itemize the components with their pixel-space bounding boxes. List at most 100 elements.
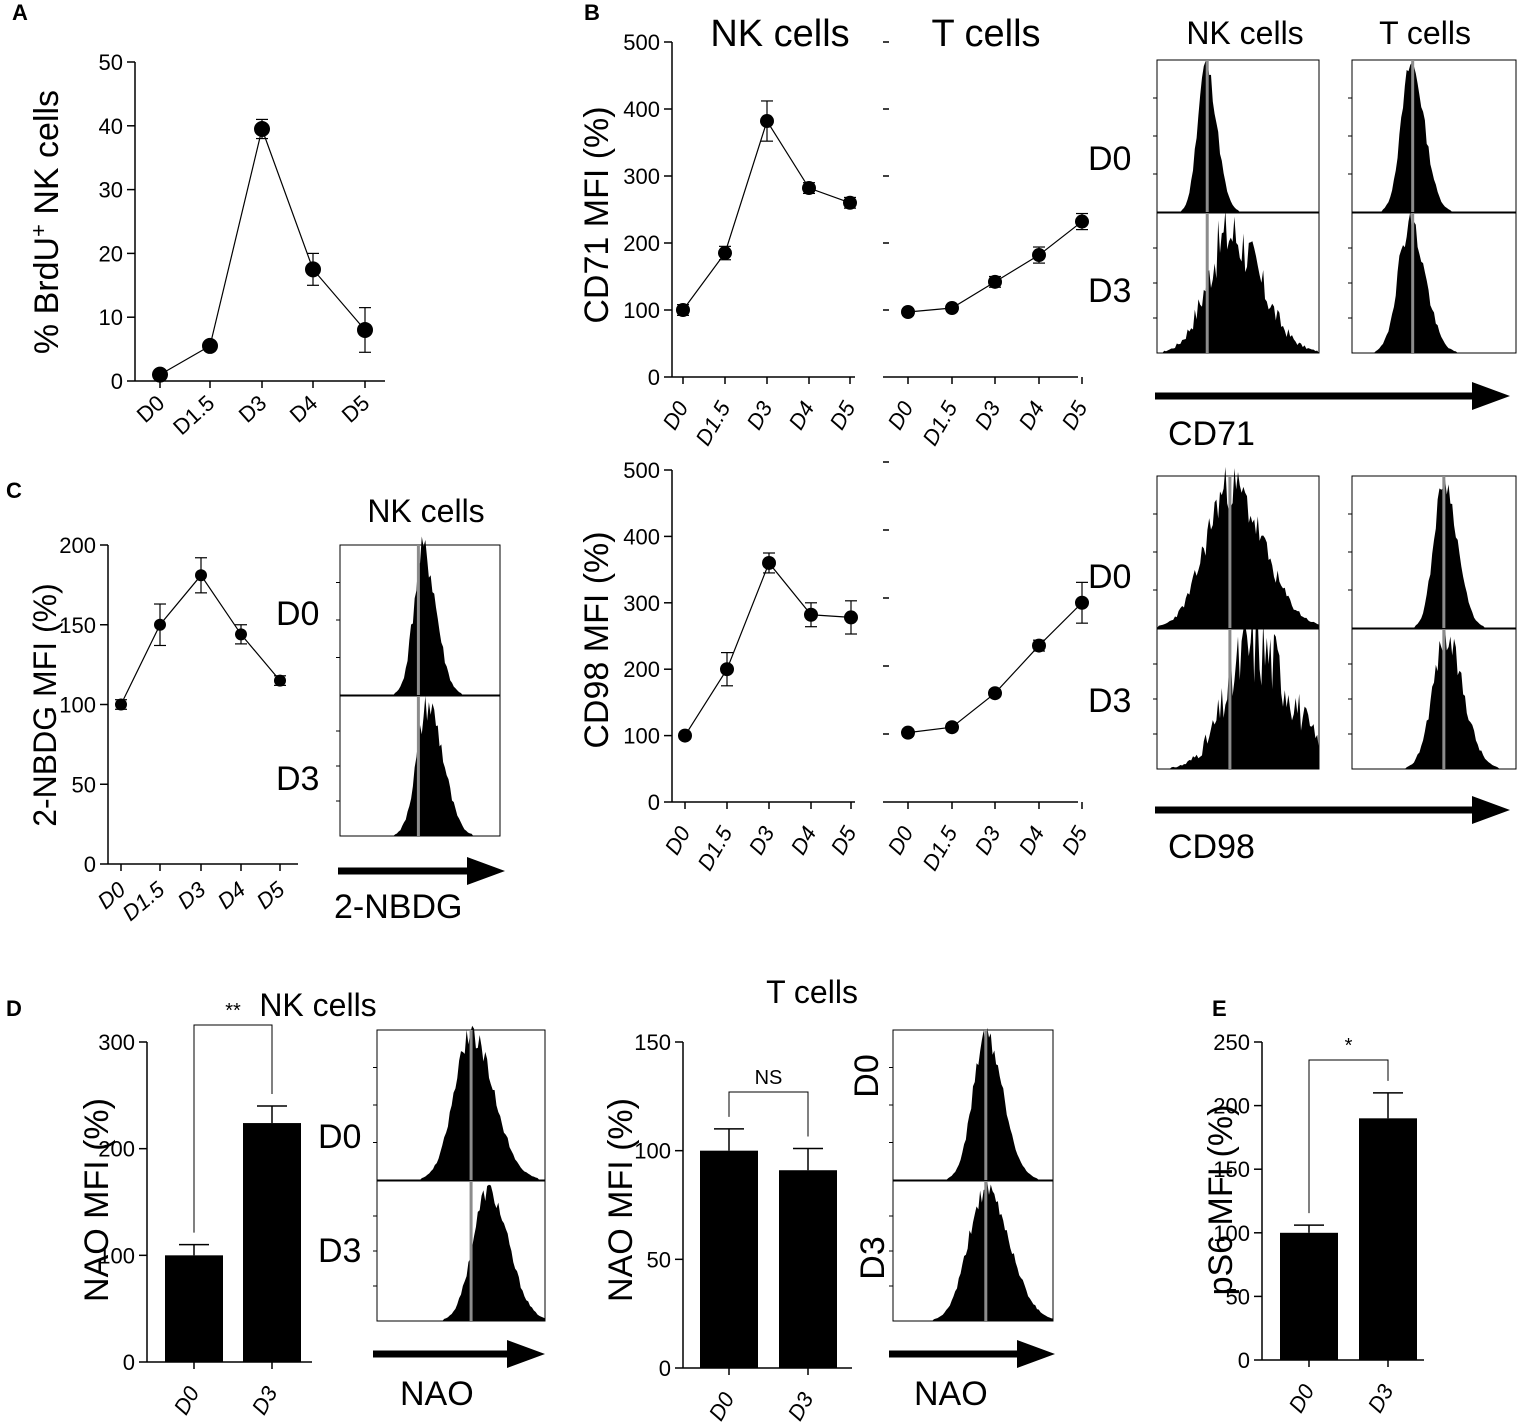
significance-bracket [193, 1024, 273, 1233]
nbdg-day-d0: D0 [276, 595, 319, 633]
hist-cd71-nk-d0 [1153, 59, 1320, 213]
nao-t-day-d0: D0 [848, 1054, 886, 1097]
data-point [235, 628, 247, 641]
data-point [804, 607, 818, 622]
data-point [152, 366, 168, 383]
y-tick-label: 100 [623, 298, 660, 323]
b-hist-header-nk: NK cells [1186, 15, 1303, 51]
d-t-title: T cells [766, 974, 858, 1010]
y-tick-label: 400 [623, 524, 660, 549]
axis-arrow-head [1472, 796, 1510, 824]
y-tick-label: 500 [623, 30, 660, 55]
bar [243, 1123, 301, 1362]
nao-t-marker-label: NAO [914, 1375, 988, 1413]
hist-cd98-t-d0 [1348, 475, 1517, 629]
panel-letter: E [1212, 996, 1227, 1021]
panel-letter: D [6, 996, 22, 1021]
cd98-day-d0: D0 [1088, 558, 1131, 596]
histogram-fill [1352, 62, 1516, 213]
axis-arrow-head [467, 857, 505, 885]
y-axis-label: % BrdU+ NK cells [26, 90, 67, 354]
hist-cd98-nk-d0 [1153, 466, 1320, 629]
c-hist-header: NK cells [367, 493, 484, 529]
y-tick-label: 100 [623, 724, 660, 749]
y-tick-label: 0 [123, 1350, 135, 1375]
significance-label: * [1345, 1035, 1353, 1057]
b-nk-title: NK cells [710, 13, 849, 55]
data-point [988, 274, 1002, 289]
histogram-fill [1157, 210, 1319, 353]
histogram-fill [1157, 61, 1319, 213]
cd71-day-d0: D0 [1088, 140, 1131, 178]
y-tick-label: 50 [99, 50, 123, 75]
nao-nk-day-d3: D3 [318, 1232, 361, 1270]
bar [700, 1150, 758, 1368]
y-tick-label: 30 [99, 178, 123, 203]
hist-cd71-nk-d3 [1153, 210, 1320, 354]
y-tick-label: 40 [99, 114, 123, 139]
y-tick-label: 200 [1213, 1094, 1250, 1119]
cd98-marker-label: CD98 [1168, 828, 1255, 866]
data-point [1032, 638, 1046, 653]
histogram-fill [1352, 479, 1516, 628]
nao-nk-arrow [373, 1340, 545, 1368]
y-axis-label: CD71 MFI (%) [578, 106, 616, 323]
data-point [274, 674, 286, 687]
data-point [1075, 595, 1089, 610]
y-tick-label: 200 [623, 231, 660, 256]
histogram-fill [340, 695, 500, 836]
histogram-fill [1352, 211, 1516, 353]
y-tick-label: 200 [623, 657, 660, 682]
y-tick-label: 150 [59, 613, 96, 638]
axis-arrow-head [507, 1340, 545, 1368]
y-axis-label: NAO MFI (%) [78, 1098, 116, 1302]
nao-nk-marker-label: NAO [400, 1375, 474, 1413]
data-point [154, 618, 166, 631]
data-point [844, 610, 858, 625]
y-tick-label: 0 [648, 790, 660, 815]
data-point [195, 569, 207, 582]
axis-arrow-head [1472, 382, 1510, 410]
y-tick-label: 100 [98, 1243, 135, 1268]
nbdg-arrow [338, 857, 505, 885]
significance-bracket [1308, 1059, 1389, 1214]
nbdg-marker-label: 2-NBDG [334, 888, 462, 926]
cd98-arrow [1155, 796, 1510, 824]
cd71-marker-label: CD71 [1168, 415, 1255, 453]
histogram-fill [340, 536, 500, 695]
hist-nao-t-d3 [889, 1180, 1054, 1322]
y-tick-label: 0 [1238, 1348, 1250, 1373]
histogram-fill [377, 1184, 545, 1321]
data-point [1075, 214, 1089, 229]
hist-cd71-t-d0 [1348, 59, 1517, 213]
y-tick-label: 400 [623, 97, 660, 122]
y-tick-label: 100 [59, 693, 96, 718]
axis-arrow-head [1017, 1340, 1055, 1368]
hist-cd98-nk-d3 [1153, 612, 1320, 770]
histogram-fill [377, 1025, 545, 1180]
data-point [254, 120, 270, 137]
nao-nk-day-d0: D0 [318, 1118, 361, 1156]
y-tick-label: 200 [59, 533, 96, 558]
data-point [305, 261, 321, 278]
nbdg-day-d3: D3 [276, 760, 319, 798]
histogram-fill [1157, 612, 1319, 769]
hist-cd71-t-d3 [1348, 211, 1517, 354]
histogram-fill [1157, 466, 1319, 628]
nao-t-arrow [889, 1340, 1055, 1368]
data-point [718, 246, 732, 261]
data-point [678, 728, 692, 743]
cd71-day-d3: D3 [1088, 272, 1131, 310]
y-tick-label: 200 [98, 1137, 135, 1162]
y-tick-label: 150 [1213, 1157, 1250, 1182]
y-axis-label: CD98 MFI (%) [578, 531, 616, 748]
panel-letter: B [584, 0, 600, 25]
panel-letter: C [6, 478, 22, 503]
y-tick-label: 100 [1213, 1221, 1250, 1246]
data-point [988, 686, 1002, 701]
significance-label: ** [225, 1000, 241, 1022]
b-t-title: T cells [931, 13, 1040, 55]
hist-nao-t-d0 [889, 1027, 1054, 1181]
